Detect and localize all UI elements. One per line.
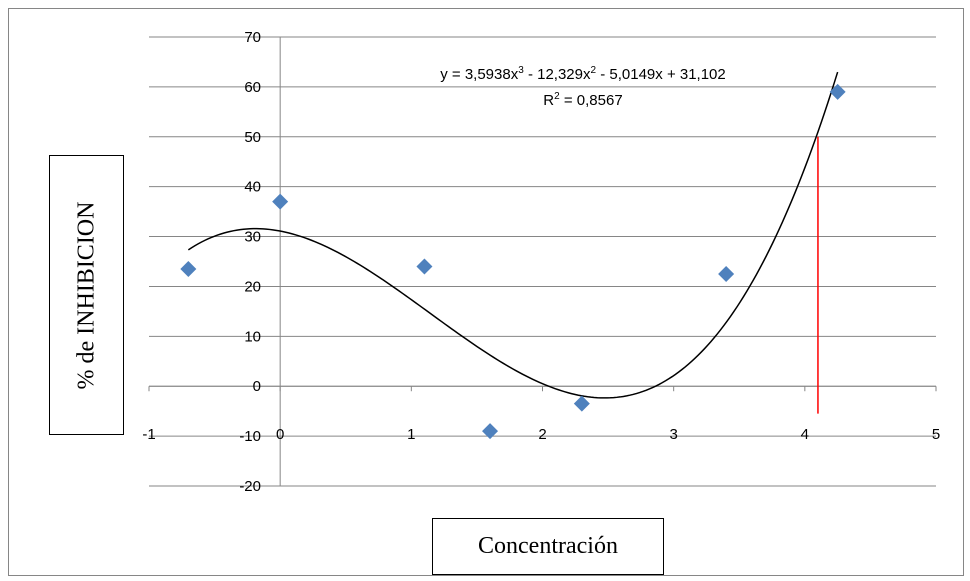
r-squared-label: R2 = 0,8567 [543,91,622,109]
data-point-5 [718,265,735,282]
data-point-2 [416,258,433,275]
y-tick-label: 20 [244,278,261,295]
y-tick-label: 60 [244,79,261,96]
data-point-6 [829,83,846,100]
x-tick-labels: -1 0 1 2 3 4 5 [142,386,940,443]
data-point-0 [180,260,197,277]
trendline-equation: y = 3,5938x3 - 12,329x2 - 5,0149x + 31,1… [440,65,726,83]
x-tick-label: 2 [538,426,546,443]
y-axis-title: % de INHIBICION [73,201,99,389]
y-tick-label: 0 [253,378,261,395]
x-axis-title: Concentración [478,533,618,559]
x-tick-label: 5 [932,426,940,443]
y-tick-label: 10 [244,328,261,345]
x-axis-title-box: Concentración [432,518,664,575]
data-points [180,83,846,440]
x-tick-label: 1 [407,426,415,443]
data-point-1 [272,193,289,210]
y-tick-labels: -20 -10 0 10 20 30 40 50 60 70 [239,29,261,495]
chart-frame [8,8,964,576]
y-tick-label: 30 [244,229,261,246]
x-tick-label: 3 [669,426,677,443]
x-tick-label: 4 [801,426,809,443]
y-tick-label: 40 [244,179,261,196]
y-axis-title-box: % de INHIBICION [49,155,124,435]
y-tick-label: -20 [239,478,261,495]
data-point-3 [482,423,499,440]
trendline-curve [187,71,839,399]
y-tick-label: -10 [239,428,261,445]
data-point-4 [573,395,590,412]
y-tick-label: 70 [244,29,261,46]
x-tick-label: 0 [276,426,284,443]
y-tick-label: 50 [244,129,261,146]
x-tick-label: -1 [142,426,155,443]
